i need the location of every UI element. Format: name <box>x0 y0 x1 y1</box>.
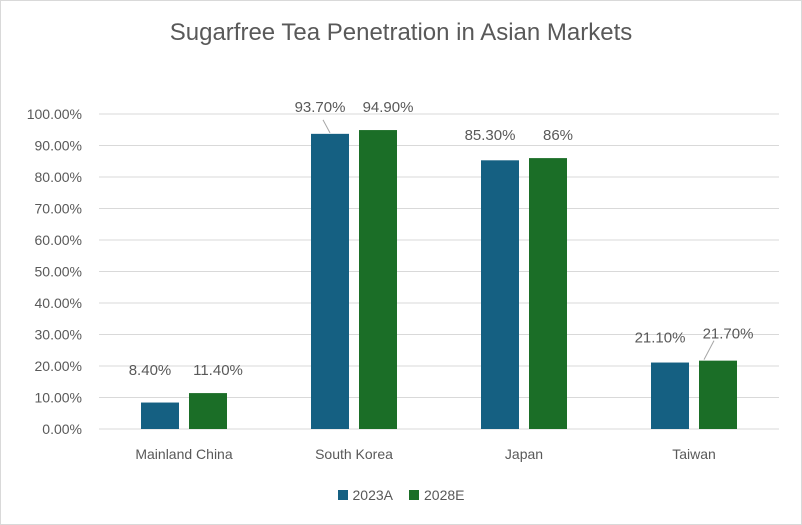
y-tick-label: 20.00% <box>35 358 82 374</box>
data-label-2028e: 94.90% <box>363 99 414 116</box>
bar-2023a <box>481 160 519 429</box>
legend-label-2023a: 2023A <box>352 487 393 503</box>
data-label-2023a: 21.10% <box>635 330 686 347</box>
bar-2028e <box>189 393 227 429</box>
y-tick-label: 30.00% <box>35 327 82 343</box>
y-tick-label: 80.00% <box>35 169 82 185</box>
data-label-2023a: 8.40% <box>129 362 172 379</box>
y-tick-label: 50.00% <box>35 264 82 280</box>
y-tick-label: 40.00% <box>35 295 82 311</box>
bar-2028e <box>699 360 737 429</box>
x-tick-label: Taiwan <box>672 446 716 462</box>
bar-2023a <box>141 402 179 429</box>
y-tick-label: 100.00% <box>27 106 82 122</box>
leader-line <box>703 340 715 360</box>
y-tick-label: 60.00% <box>35 232 82 248</box>
data-label-2028e: 86% <box>543 127 573 144</box>
x-tick-label: South Korea <box>315 446 393 462</box>
data-label-2028e: 21.70% <box>703 326 754 343</box>
y-tick-label: 10.00% <box>35 390 82 406</box>
chart-title: Sugarfree Tea Penetration in Asian Marke… <box>169 19 633 46</box>
y-tick-label: 0.00% <box>42 421 82 437</box>
y-tick-label: 70.00% <box>35 201 82 217</box>
y-tick-label: 90.00% <box>35 138 82 154</box>
x-tick-label: Mainland China <box>135 446 232 462</box>
legend-item-2028e: 2028E <box>409 487 464 503</box>
legend-label-2028e: 2028E <box>424 487 465 503</box>
legend-swatch-2023a <box>337 490 348 500</box>
legend-swatch-2028e <box>409 490 419 500</box>
data-label-2023a: 85.30% <box>465 127 516 144</box>
x-tick-label: Japan <box>505 446 543 462</box>
bar-2023a <box>651 362 689 429</box>
legend-item-2023a: 2023A <box>337 487 393 503</box>
leader-line <box>322 119 331 134</box>
bar-2028e <box>529 158 567 429</box>
bar-2023a <box>311 133 349 429</box>
bar-2028e <box>359 130 397 429</box>
data-label-2023a: 93.70% <box>295 99 346 116</box>
legend: 2023A 2028E <box>1 487 801 503</box>
data-label-2028e: 11.40% <box>193 362 243 379</box>
